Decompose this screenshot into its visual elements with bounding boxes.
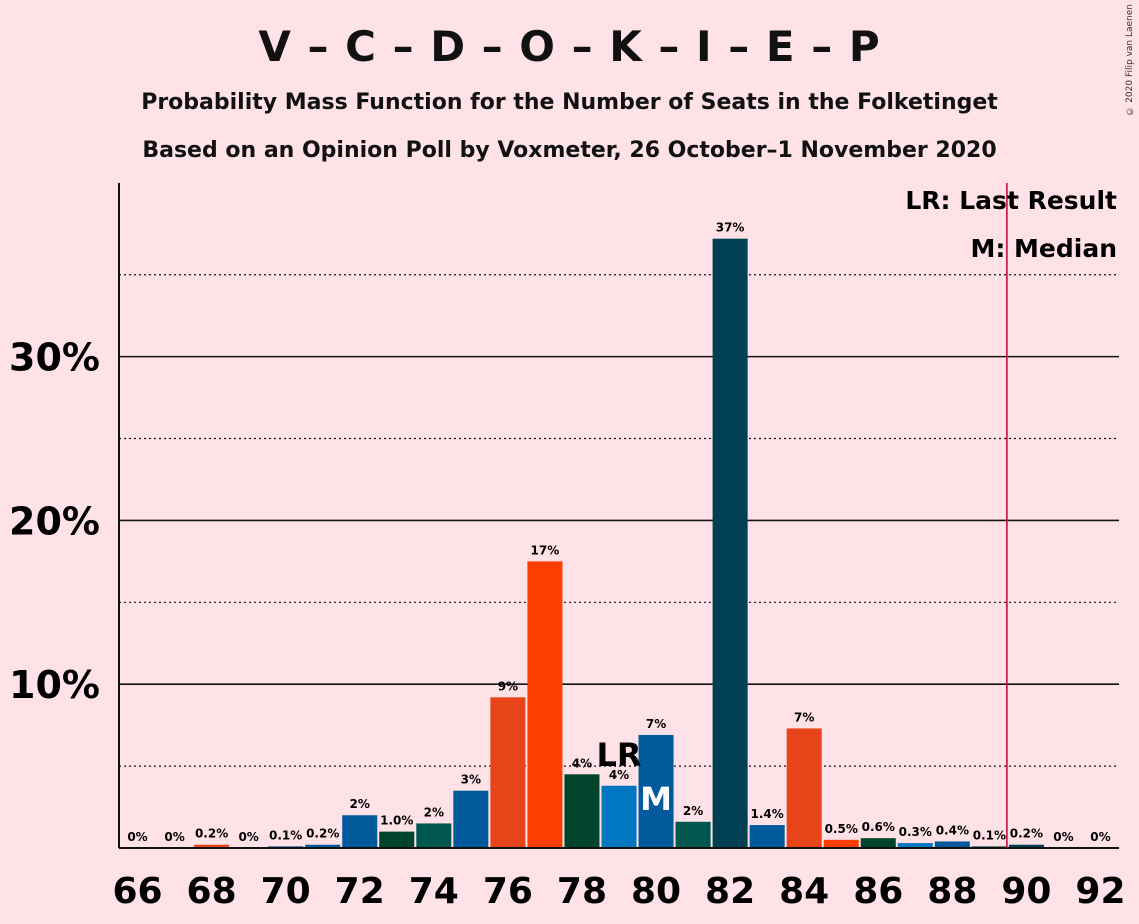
x-tick-label: 70 xyxy=(261,871,311,912)
bar xyxy=(897,843,933,848)
bar-value-label: 7% xyxy=(794,710,814,724)
x-tick-label: 90 xyxy=(1001,871,1051,912)
bar-value-label: 17% xyxy=(531,543,560,557)
x-tick-label: 84 xyxy=(779,871,829,912)
bar xyxy=(564,774,600,848)
bar-value-label: 0% xyxy=(1090,830,1110,844)
y-tick-label: 10% xyxy=(9,663,100,707)
bar xyxy=(786,728,822,848)
bar-value-label: 0.3% xyxy=(899,825,932,839)
x-tick-label: 76 xyxy=(483,871,533,912)
bar xyxy=(379,831,415,848)
bar-value-label: 4% xyxy=(609,768,629,782)
chart-title: V – C – D – O – K – I – E – P xyxy=(258,22,881,71)
bar-value-label: 2% xyxy=(350,797,370,811)
bar-value-label: 1.0% xyxy=(380,814,413,828)
last-result-marker: LR xyxy=(596,736,641,774)
bar-value-label: 0.6% xyxy=(862,820,895,834)
bar xyxy=(712,238,748,849)
bar-value-label: 0% xyxy=(164,830,184,844)
median-marker: M xyxy=(640,780,672,818)
bar-value-label: 4% xyxy=(572,756,592,770)
x-tick-label: 66 xyxy=(112,871,162,912)
bar xyxy=(638,734,674,848)
bar xyxy=(860,838,896,848)
bar xyxy=(453,790,489,848)
legend-median: M: Median xyxy=(970,234,1117,263)
chart-subtitle: Probability Mass Function for the Number… xyxy=(141,90,998,115)
chart-subtitle-source: Based on an Opinion Poll by Voxmeter, 26… xyxy=(142,138,997,163)
x-tick-label: 78 xyxy=(557,871,607,912)
x-tick-label: 88 xyxy=(927,871,977,912)
bar xyxy=(194,844,230,848)
bar-value-label: 0% xyxy=(127,830,147,844)
x-tick-label: 72 xyxy=(335,871,385,912)
bar-value-label: 0.1% xyxy=(973,828,1006,842)
bar-value-label: 0.2% xyxy=(306,827,339,841)
bar xyxy=(416,823,452,848)
y-tick-label: 20% xyxy=(9,499,100,543)
bar xyxy=(934,841,970,848)
x-tick-label: 86 xyxy=(853,871,903,912)
legend-last-result: LR: Last Result xyxy=(905,186,1117,215)
bar-value-label: 0.5% xyxy=(825,822,858,836)
bar-value-label: 7% xyxy=(646,717,666,731)
bar-value-label: 2% xyxy=(683,804,703,818)
bar xyxy=(342,815,378,848)
bar-value-label: 3% xyxy=(461,773,481,787)
x-tick-label: 68 xyxy=(187,871,237,912)
bar-value-label: 0.4% xyxy=(936,823,969,837)
bar xyxy=(823,839,859,848)
bar xyxy=(1008,844,1044,848)
bar xyxy=(305,844,341,848)
bar-value-label: 9% xyxy=(498,679,518,693)
bar xyxy=(490,697,526,848)
x-tick-label: 80 xyxy=(631,871,681,912)
y-tick-label: 30% xyxy=(9,336,100,380)
x-tick-label: 92 xyxy=(1075,871,1125,912)
bar xyxy=(749,825,785,848)
bar-value-label: 0.1% xyxy=(269,828,302,842)
bar-value-label: 0% xyxy=(1053,830,1073,844)
bar-value-label: 0% xyxy=(238,830,258,844)
bar-value-label: 1.4% xyxy=(751,807,784,821)
bar xyxy=(601,785,637,848)
x-tick-label: 82 xyxy=(705,871,755,912)
bar xyxy=(675,821,711,848)
bar-value-label: 37% xyxy=(716,221,745,235)
bar-value-label: 0.2% xyxy=(195,827,228,841)
x-tick-label: 74 xyxy=(409,871,459,912)
bar-value-label: 2% xyxy=(424,805,444,819)
bar-value-label: 0.2% xyxy=(1010,827,1043,841)
bar xyxy=(527,561,563,848)
